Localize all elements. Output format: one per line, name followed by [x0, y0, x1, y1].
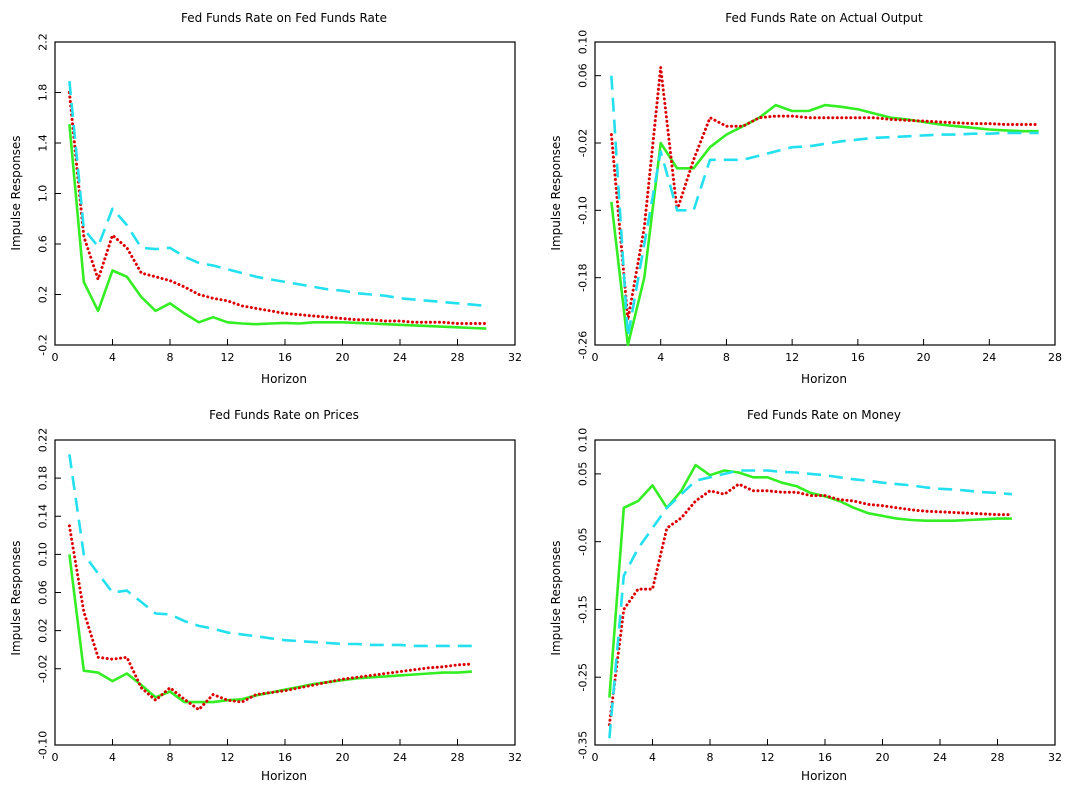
chart-title: Fed Funds Rate on Money	[747, 408, 901, 422]
y-tick-label: 2.2	[37, 33, 50, 51]
x-tick-label: 28	[1048, 351, 1062, 364]
y-tick-label: -0.02	[577, 129, 590, 157]
series-line-dashed	[68, 454, 472, 648]
series-line-dotted	[609, 65, 1041, 322]
y-tick-label: 1.8	[37, 84, 50, 102]
x-tick-label: 28	[451, 351, 465, 364]
x-axis-label: Horizon	[261, 372, 307, 386]
chart-title: Fed Funds Rate on Prices	[209, 408, 359, 422]
series-line-dashed	[610, 75, 1039, 338]
y-axis-label: Impulse Responses	[9, 540, 23, 655]
x-tick-label: 16	[278, 351, 292, 364]
x-tick-label: 20	[336, 751, 350, 764]
x-tick-label: 28	[991, 751, 1005, 764]
x-tick-label: 16	[818, 751, 832, 764]
x-tick-label: 0	[592, 351, 599, 364]
x-tick-label: 16	[278, 751, 292, 764]
chart-title: Fed Funds Rate on Fed Funds Rate	[181, 11, 387, 25]
x-tick-label: 12	[785, 351, 799, 364]
y-tick-label: -0.25	[577, 663, 590, 691]
x-tick-label: 0	[52, 351, 59, 364]
x-tick-label: 32	[508, 351, 522, 364]
y-tick-label: 0.10	[37, 542, 50, 567]
y-tick-label: 0.05	[577, 462, 590, 487]
y-tick-label: 1.4	[37, 134, 50, 152]
y-tick-label: 0.6	[37, 235, 50, 253]
x-axis-label: Horizon	[801, 769, 847, 783]
x-tick-label: 20	[917, 351, 931, 364]
series-line-solid	[610, 103, 1039, 347]
x-tick-label: 12	[761, 751, 775, 764]
x-tick-label: 16	[851, 351, 865, 364]
y-axis-label: Impulse Responses	[9, 135, 23, 250]
chart-panel-fed-funds-on-fed-funds: Fed Funds Rate on Fed Funds Rate Horizon…	[9, 11, 522, 386]
y-tick-label: 0.02	[37, 618, 50, 643]
x-tick-label: 8	[707, 751, 714, 764]
y-axis-label: Impulse Responses	[549, 540, 563, 655]
y-tick-label: 0.06	[577, 63, 590, 88]
y-tick-label: -0.15	[577, 595, 590, 623]
x-axis-label: Horizon	[801, 372, 847, 386]
y-tick-label: 0.10	[577, 428, 590, 453]
y-tick-label: -0.02	[37, 655, 50, 683]
y-tick-label: -0.35	[577, 731, 590, 759]
y-tick-label: 1.0	[37, 185, 50, 203]
series-line-dotted	[67, 91, 488, 325]
y-tick-label: 0.14	[37, 504, 50, 529]
x-tick-label: 32	[1048, 751, 1062, 764]
y-tick-label: -0.18	[577, 263, 590, 291]
plot-frame	[594, 41, 1056, 346]
chart-panel-fed-funds-on-money: Fed Funds Rate on Money Horizon Impulse …	[549, 408, 1062, 783]
x-tick-label: 28	[451, 751, 465, 764]
series-line-solid	[68, 554, 472, 704]
series-line-solid	[608, 463, 1012, 698]
y-tick-label: 0.10	[577, 30, 590, 55]
x-axis-label: Horizon	[261, 769, 307, 783]
y-tick-label: 0.18	[37, 466, 50, 491]
x-tick-label: 24	[933, 751, 947, 764]
x-tick-label: 4	[657, 351, 664, 364]
x-tick-label: 12	[221, 351, 235, 364]
y-tick-label: 0.2	[37, 286, 50, 304]
x-tick-label: 32	[508, 751, 522, 764]
x-tick-label: 8	[167, 351, 174, 364]
x-tick-label: 20	[876, 751, 890, 764]
plot-frame	[54, 439, 516, 746]
y-tick-label: -0.05	[577, 527, 590, 555]
chart-panel-fed-funds-on-actual-output: Fed Funds Rate on Actual Output Horizon …	[549, 11, 1062, 386]
series-line-dashed	[68, 80, 487, 308]
x-tick-label: 24	[393, 351, 407, 364]
plot-frame	[594, 439, 1056, 746]
x-tick-label: 8	[167, 751, 174, 764]
y-tick-label: -0.10	[577, 196, 590, 224]
x-tick-label: 12	[221, 751, 235, 764]
x-tick-label: 4	[109, 351, 116, 364]
plot-frame	[54, 41, 516, 346]
y-tick-label: -0.26	[577, 331, 590, 359]
x-tick-label: 24	[393, 751, 407, 764]
x-tick-label: 24	[982, 351, 996, 364]
x-tick-label: 4	[109, 751, 116, 764]
series-line-dotted	[67, 524, 474, 712]
chart-panel-fed-funds-on-prices: Fed Funds Rate on Prices Horizon Impulse…	[9, 408, 522, 783]
x-tick-label: 0	[592, 751, 599, 764]
y-tick-label: -0.2	[37, 334, 50, 355]
series-line-dotted	[607, 482, 1014, 727]
y-tick-label: 0.22	[37, 428, 50, 453]
x-tick-label: 4	[649, 751, 656, 764]
series-line-dashed	[608, 469, 1013, 739]
chart-title: Fed Funds Rate on Actual Output	[725, 11, 923, 25]
x-tick-label: 0	[52, 751, 59, 764]
y-tick-label: -0.10	[37, 731, 50, 759]
x-tick-label: 8	[723, 351, 730, 364]
x-tick-label: 20	[336, 351, 350, 364]
series-line-solid	[68, 123, 487, 330]
y-axis-label: Impulse Responses	[549, 135, 563, 250]
y-tick-label: 0.06	[37, 580, 50, 605]
